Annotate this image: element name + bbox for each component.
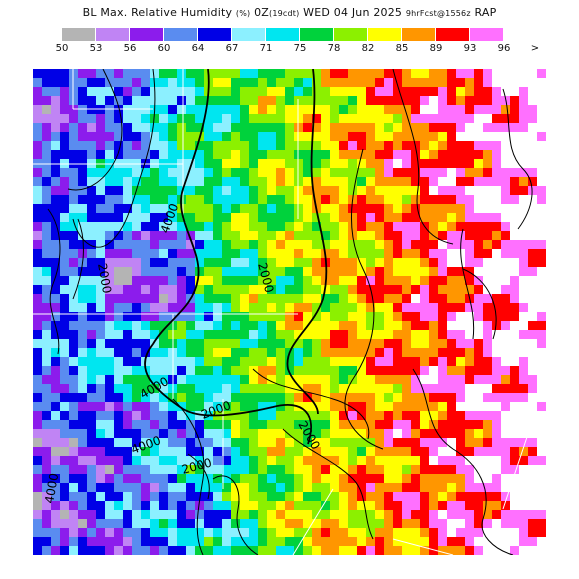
map-title: BL Max. Relative Humidity (%) 0Z(19cdt) …	[0, 6, 579, 19]
legend-label: 75	[293, 43, 307, 54]
legend-swatch	[470, 28, 504, 41]
color-legend	[62, 28, 504, 42]
legend-label: 67	[225, 43, 239, 54]
legend-swatch	[436, 28, 470, 41]
title-tz: (19cdt)	[269, 9, 300, 18]
legend-label: 56	[123, 43, 137, 54]
legend-swatch	[402, 28, 436, 41]
legend-label: 53	[89, 43, 103, 54]
title-init: 0Z	[254, 6, 270, 19]
state-borders	[33, 69, 534, 555]
title-fcst: 9hrFcst@1556z	[405, 9, 471, 18]
legend-swatch	[62, 28, 96, 41]
legend-swatch	[334, 28, 368, 41]
title-units: (%)	[235, 9, 251, 18]
legend-swatch	[266, 28, 300, 41]
title-main: BL Max. Relative Humidity	[82, 6, 233, 19]
legend-label: 96	[497, 43, 511, 54]
title-model: RAP	[474, 6, 497, 19]
legend-label: 50	[55, 43, 69, 54]
legend-label: 60	[157, 43, 171, 54]
title-date: WED 04 Jun 2025	[303, 6, 403, 19]
legend-swatch	[130, 28, 164, 41]
legend-label: 78	[327, 43, 341, 54]
legend-label: 85	[395, 43, 409, 54]
legend-swatch	[368, 28, 402, 41]
legend-label: 64	[191, 43, 205, 54]
legend-label: 82	[361, 43, 375, 54]
legend-label: 71	[259, 43, 273, 54]
legend-label: 89	[429, 43, 443, 54]
legend-swatch	[164, 28, 198, 41]
legend-label: 93	[463, 43, 477, 54]
contour-label: 2000	[95, 262, 114, 295]
legend-swatch	[232, 28, 266, 41]
legend-swatch	[300, 28, 334, 41]
legend-arrow: >	[530, 43, 540, 54]
terrain-contours	[47, 69, 533, 555]
humidity-field	[33, 69, 546, 555]
legend-swatch	[198, 28, 232, 41]
contour-label: 4000	[42, 472, 61, 505]
legend-swatch	[96, 28, 130, 41]
